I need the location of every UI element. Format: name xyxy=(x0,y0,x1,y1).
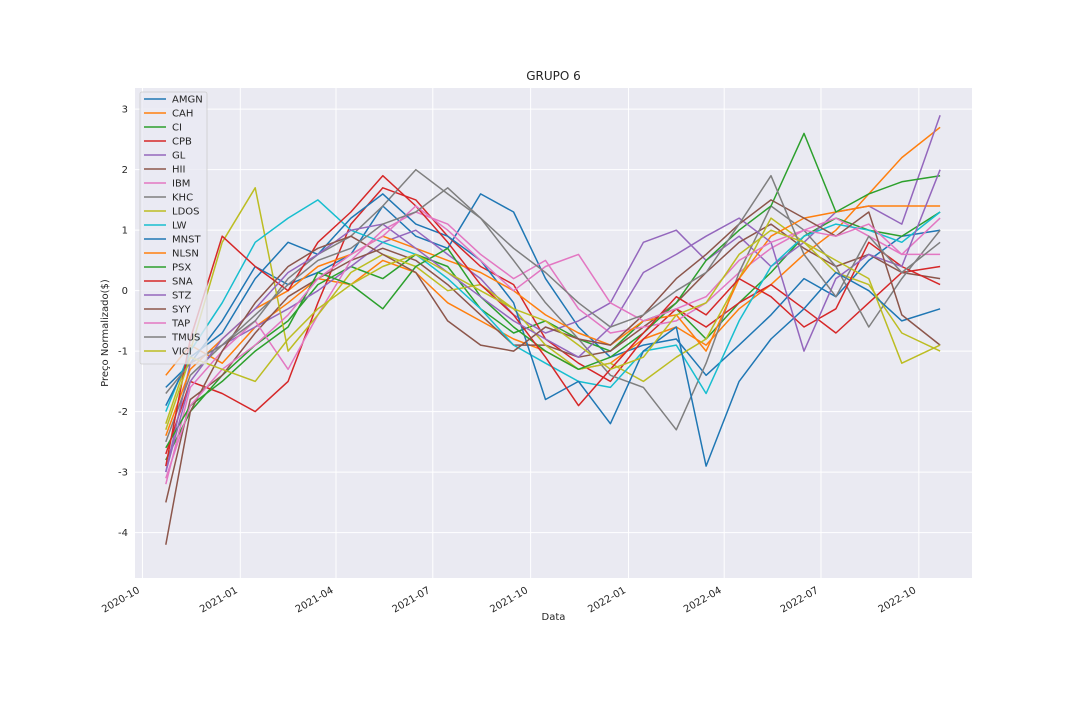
series-line-tap xyxy=(165,205,941,479)
legend-label: STZ xyxy=(172,291,191,302)
series-line-mnst xyxy=(165,193,941,467)
legend-label: SNA xyxy=(172,277,193,288)
legend-label: TMUS xyxy=(171,333,200,344)
series-line-psx xyxy=(165,132,941,449)
series-line-stz xyxy=(165,169,941,473)
legend-label: HII xyxy=(172,165,185,176)
legend-label: LDOS xyxy=(172,207,200,218)
series-line-syy xyxy=(165,199,941,545)
legend-label: CI xyxy=(172,123,182,134)
legend-label: GL xyxy=(172,151,186,162)
plot-area xyxy=(135,88,972,578)
series-line-vici xyxy=(165,229,941,431)
legend-label: VICI xyxy=(172,347,192,358)
legend-label: AMGN xyxy=(172,95,203,106)
y-tick-label: -4 xyxy=(118,528,128,539)
legend-label: MNST xyxy=(172,235,201,246)
legend-label: TAP xyxy=(171,319,190,330)
legend: AMGN CAH CI CPB GL HII IBM KHC LDOS LW MNST NLSN PSX… xyxy=(139,91,208,365)
legend-label: CPB xyxy=(172,137,192,148)
legend-label: NLSN xyxy=(172,249,199,260)
y-tick-label: 0 xyxy=(122,286,128,297)
legend-frame xyxy=(139,91,208,365)
x-axis-label: Data xyxy=(542,612,566,623)
y-axis-label: Preço Normalizado($) xyxy=(100,279,111,387)
y-tick-label: -1 xyxy=(118,347,128,358)
chart-title: GRUPO 6 xyxy=(526,69,581,83)
y-tick-label: 2 xyxy=(122,165,128,176)
series-line-sna xyxy=(165,174,941,467)
y-tick-label: -3 xyxy=(118,468,128,479)
legend-label: IBM xyxy=(172,179,190,190)
series-line-tmus xyxy=(165,174,941,394)
legend-label: CAH xyxy=(172,109,193,120)
legend-label: LW xyxy=(172,221,187,232)
legend-label: KHC xyxy=(172,193,193,204)
y-tick-label: -2 xyxy=(118,407,128,418)
series-layer xyxy=(165,114,941,545)
y-tick-label: 3 xyxy=(122,105,128,116)
series-line-lw xyxy=(165,199,941,412)
legend-label: SYY xyxy=(172,305,191,316)
legend-label: PSX xyxy=(172,263,191,274)
y-tick-label: 1 xyxy=(122,226,128,237)
y-axis-ticks: -4 -3 -2 -1 0 1 2 3 xyxy=(118,105,128,539)
